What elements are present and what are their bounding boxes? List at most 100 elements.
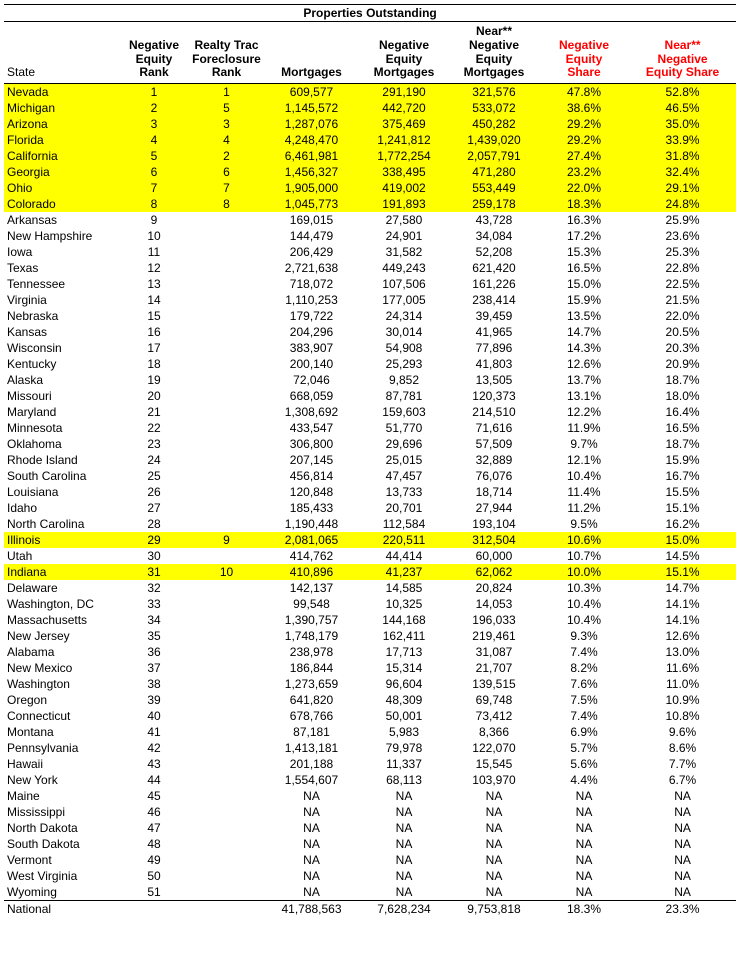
cell-state: Montana bbox=[4, 724, 119, 740]
cell-state: Illinois bbox=[4, 532, 119, 548]
cell-neg-equity-rank: 16 bbox=[119, 324, 189, 340]
cell-near-neg-equity-mortgages: 18,714 bbox=[449, 484, 539, 500]
table-row: New Jersey351,748,179162,411219,4619.3%1… bbox=[4, 628, 736, 644]
cell-neg-equity-rank: 6 bbox=[119, 164, 189, 180]
cell-near-neg-equity-mortgages: 57,509 bbox=[449, 436, 539, 452]
cell-realty-trac-rank: 1 bbox=[189, 84, 264, 101]
cell-state: Arkansas bbox=[4, 212, 119, 228]
cell-near-neg-equity-mortgages: 21,707 bbox=[449, 660, 539, 676]
cell-neg-equity-share: 10.0% bbox=[539, 564, 629, 580]
cell-neg-equity-share: 6.9% bbox=[539, 724, 629, 740]
cell-neg-equity-share: 4.4% bbox=[539, 772, 629, 788]
cell-mortgages: 206,429 bbox=[264, 244, 359, 260]
cell-neg-equity-mortgages: 15,314 bbox=[359, 660, 449, 676]
cell-state: New Jersey bbox=[4, 628, 119, 644]
cell-near-neg-equity-share: 12.6% bbox=[629, 628, 736, 644]
cell-mortgages: 410,896 bbox=[264, 564, 359, 580]
cell-neg-equity-mortgages: NA bbox=[359, 884, 449, 901]
cell-near-neg-equity-mortgages: NA bbox=[449, 820, 539, 836]
cell-near-neg-equity-share: NA bbox=[629, 820, 736, 836]
cell-mortgages: NA bbox=[264, 868, 359, 884]
table-row: Iowa11206,42931,58252,20815.3%25.3% bbox=[4, 244, 736, 260]
cell-near-neg-equity-share: 9.6% bbox=[629, 724, 736, 740]
table-row: Pennsylvania421,413,18179,978122,0705.7%… bbox=[4, 740, 736, 756]
cell-neg-equity-share: 9.5% bbox=[539, 516, 629, 532]
cell-realty-trac-rank bbox=[189, 901, 264, 918]
table-row: Maryland211,308,692159,603214,51012.2%16… bbox=[4, 404, 736, 420]
cell-neg-equity-share: 22.0% bbox=[539, 180, 629, 196]
header-realty-trac-rank: Realty TracForeclosureRank bbox=[189, 22, 264, 84]
cell-near-neg-equity-mortgages: 73,412 bbox=[449, 708, 539, 724]
cell-neg-equity-rank: 28 bbox=[119, 516, 189, 532]
cell-near-neg-equity-share: 29.1% bbox=[629, 180, 736, 196]
cell-neg-equity-share: 12.1% bbox=[539, 452, 629, 468]
cell-neg-equity-mortgages: 27,580 bbox=[359, 212, 449, 228]
cell-near-neg-equity-mortgages: 103,970 bbox=[449, 772, 539, 788]
cell-realty-trac-rank bbox=[189, 468, 264, 484]
cell-neg-equity-mortgages: 14,585 bbox=[359, 580, 449, 596]
cell-mortgages: 185,433 bbox=[264, 500, 359, 516]
cell-neg-equity-share: 15.3% bbox=[539, 244, 629, 260]
cell-neg-equity-rank: 30 bbox=[119, 548, 189, 564]
cell-near-neg-equity-share: 22.8% bbox=[629, 260, 736, 276]
table-row: Washington, DC3399,54810,32514,05310.4%1… bbox=[4, 596, 736, 612]
cell-near-neg-equity-mortgages: 471,280 bbox=[449, 164, 539, 180]
cell-neg-equity-rank: 35 bbox=[119, 628, 189, 644]
cell-mortgages: 2,081,065 bbox=[264, 532, 359, 548]
cell-neg-equity-rank: 2 bbox=[119, 100, 189, 116]
cell-neg-equity-mortgages: NA bbox=[359, 820, 449, 836]
cell-state: Nebraska bbox=[4, 308, 119, 324]
cell-state: Tennessee bbox=[4, 276, 119, 292]
cell-near-neg-equity-mortgages: 14,053 bbox=[449, 596, 539, 612]
cell-state: West Virginia bbox=[4, 868, 119, 884]
cell-state: New Mexico bbox=[4, 660, 119, 676]
table-row: Florida444,248,4701,241,8121,439,02029.2… bbox=[4, 132, 736, 148]
cell-neg-equity-share: 29.2% bbox=[539, 116, 629, 132]
cell-mortgages: 1,390,757 bbox=[264, 612, 359, 628]
cell-realty-trac-rank bbox=[189, 804, 264, 820]
cell-mortgages: 1,748,179 bbox=[264, 628, 359, 644]
table-row: Washington381,273,65996,604139,5157.6%11… bbox=[4, 676, 736, 692]
cell-near-neg-equity-share: 25.3% bbox=[629, 244, 736, 260]
cell-neg-equity-rank: 12 bbox=[119, 260, 189, 276]
cell-state: Arizona bbox=[4, 116, 119, 132]
cell-near-neg-equity-mortgages: 120,373 bbox=[449, 388, 539, 404]
cell-neg-equity-mortgages: 31,582 bbox=[359, 244, 449, 260]
cell-neg-equity-mortgages: 87,781 bbox=[359, 388, 449, 404]
cell-state: South Dakota bbox=[4, 836, 119, 852]
cell-neg-equity-share: 5.6% bbox=[539, 756, 629, 772]
table-row: California526,461,9811,772,2542,057,7912… bbox=[4, 148, 736, 164]
cell-near-neg-equity-share: 15.1% bbox=[629, 564, 736, 580]
cell-neg-equity-rank: 46 bbox=[119, 804, 189, 820]
cell-neg-equity-rank: 37 bbox=[119, 660, 189, 676]
cell-near-neg-equity-share: 24.8% bbox=[629, 196, 736, 212]
cell-state: Massachusetts bbox=[4, 612, 119, 628]
cell-realty-trac-rank bbox=[189, 884, 264, 901]
cell-neg-equity-mortgages: 177,005 bbox=[359, 292, 449, 308]
cell-state: Florida bbox=[4, 132, 119, 148]
cell-realty-trac-rank bbox=[189, 308, 264, 324]
cell-near-neg-equity-mortgages: 43,728 bbox=[449, 212, 539, 228]
cell-state: Wisconsin bbox=[4, 340, 119, 356]
cell-mortgages: 678,766 bbox=[264, 708, 359, 724]
cell-realty-trac-rank bbox=[189, 820, 264, 836]
cell-state: North Carolina bbox=[4, 516, 119, 532]
cell-neg-equity-rank: 49 bbox=[119, 852, 189, 868]
cell-neg-equity-mortgages: 449,243 bbox=[359, 260, 449, 276]
cell-state: Maryland bbox=[4, 404, 119, 420]
cell-state: Delaware bbox=[4, 580, 119, 596]
cell-neg-equity-mortgages: 48,309 bbox=[359, 692, 449, 708]
cell-state: Missouri bbox=[4, 388, 119, 404]
cell-near-neg-equity-share: 10.8% bbox=[629, 708, 736, 724]
cell-neg-equity-mortgages: 30,014 bbox=[359, 324, 449, 340]
table-row: Oklahoma23306,80029,69657,5099.7%18.7% bbox=[4, 436, 736, 452]
cell-neg-equity-mortgages: 24,901 bbox=[359, 228, 449, 244]
cell-near-neg-equity-mortgages: 60,000 bbox=[449, 548, 539, 564]
cell-near-neg-equity-mortgages: 9,753,818 bbox=[449, 901, 539, 918]
cell-near-neg-equity-share: 46.5% bbox=[629, 100, 736, 116]
table-row: North Dakota47NANANANANA bbox=[4, 820, 736, 836]
cell-neg-equity-rank: 15 bbox=[119, 308, 189, 324]
table-row: West Virginia50NANANANANA bbox=[4, 868, 736, 884]
table-row: Connecticut40678,76650,00173,4127.4%10.8… bbox=[4, 708, 736, 724]
cell-state: Connecticut bbox=[4, 708, 119, 724]
